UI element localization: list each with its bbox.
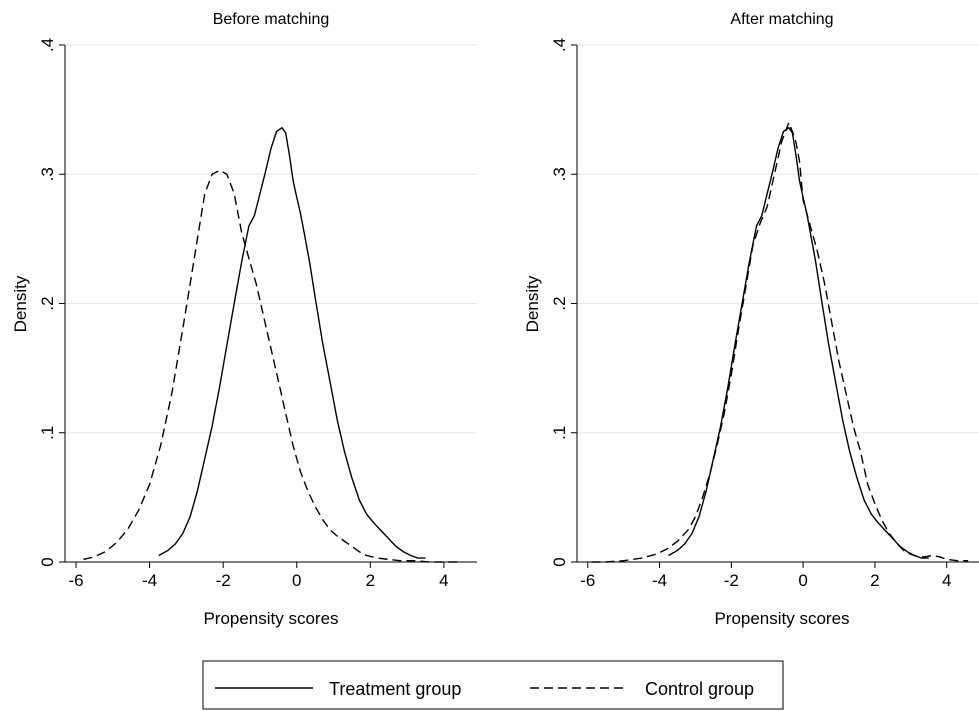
x-tick-label: 0: [798, 571, 807, 590]
y-tick-label: .2: [38, 296, 57, 310]
series-line-treatment: [668, 126, 929, 559]
legend-label-control: Control group: [645, 679, 754, 699]
x-tick-label: -2: [724, 571, 739, 590]
x-tick-label: 4: [439, 571, 448, 590]
series-line-control: [83, 169, 463, 563]
y-axis-title: Density: [523, 275, 542, 332]
x-tick-label: -4: [142, 571, 157, 590]
axes: 0 .1 .2 .3 .4 -6 -4 -2 0 2 4: [550, 38, 979, 590]
panel-title: After matching: [730, 11, 833, 28]
legend: Treatment group Control group: [202, 660, 784, 710]
y-tick-label: .4: [550, 38, 569, 52]
y-tick-label: 0: [38, 557, 57, 566]
x-axis-title: Propensity scores: [203, 609, 338, 628]
legend-label-treatment: Treatment group: [329, 679, 461, 699]
x-tick-label: -6: [580, 571, 595, 590]
x-tick-label: 0: [292, 571, 301, 590]
y-tick-label: .3: [550, 167, 569, 181]
y-axis-title: Density: [11, 275, 30, 332]
x-tick-label: 2: [366, 571, 375, 590]
y-tick-label: .2: [550, 296, 569, 310]
series-line-control: [591, 121, 969, 563]
axes: 0 .1 .2 .3 .4 -6 -4 -2 0 2 4: [38, 38, 477, 590]
panel-before-matching: Before matching 0 .1 .2 .3 .4 -6 -4 -2 0 2 4 Prope…: [11, 11, 477, 628]
x-tick-label: -4: [652, 571, 667, 590]
x-tick-label: 2: [870, 571, 879, 590]
y-tick-label: .1: [550, 426, 569, 440]
x-tick-label: -2: [216, 571, 231, 590]
y-tick-label: .3: [38, 167, 57, 181]
gridlines: [577, 44, 979, 434]
x-tick-label: -6: [68, 571, 83, 590]
panel-after-matching: After matching 0 .1 .2 .3 .4 -6 -4 -2 0 2 4 Propen…: [523, 11, 979, 628]
legend-box: [202, 660, 784, 710]
panel-title: Before matching: [213, 11, 330, 28]
series-layer: [83, 126, 463, 563]
series-line-treatment: [158, 126, 426, 559]
y-tick-label: 0: [550, 557, 569, 566]
gridlines: [65, 44, 477, 434]
x-axis-title: Propensity scores: [714, 609, 849, 628]
series-layer: [591, 121, 969, 563]
x-tick-label: 4: [942, 571, 951, 590]
y-tick-label: .1: [38, 426, 57, 440]
y-tick-label: .4: [38, 38, 57, 52]
